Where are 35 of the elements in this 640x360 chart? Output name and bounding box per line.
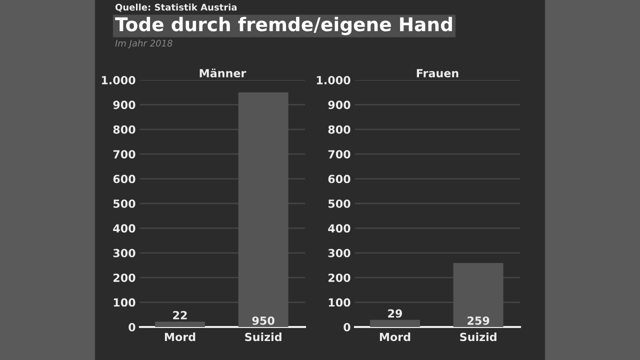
x-tick-label: Mord xyxy=(164,332,196,342)
text: Im Jahr 2018 xyxy=(115,40,172,48)
y-tick-label: 200 xyxy=(328,274,350,282)
text: Tode durch fremde/eigene Hand xyxy=(115,16,452,36)
y-tick-label: 300 xyxy=(328,248,350,258)
y-tick-label: 400 xyxy=(328,224,350,233)
y-tick-label: 800 xyxy=(328,125,350,134)
y-tick-label: 1.000 xyxy=(316,76,350,84)
x-tick-label: Suizid xyxy=(460,332,496,342)
chart-title: Männer xyxy=(200,68,246,78)
y-tick-label: 100 xyxy=(114,298,136,307)
x-tick-label: Suizid xyxy=(245,332,282,342)
y-tick-label: 800 xyxy=(113,125,136,134)
y-tick-label: 100 xyxy=(328,298,350,307)
y-tick-label: 1.000 xyxy=(102,76,136,84)
y-tick-label: 200 xyxy=(114,274,136,282)
y-tick-label: 0 xyxy=(344,322,350,332)
data-label: 29 xyxy=(388,309,402,318)
chart-title: Frauen xyxy=(416,69,458,78)
data-label: 259 xyxy=(468,316,490,325)
x-tick-label: Mord xyxy=(380,332,410,342)
source-note: Quelle: Statistik Austria xyxy=(115,4,237,12)
y-tick-label: 900 xyxy=(113,100,136,110)
y-tick-label: 400 xyxy=(113,224,136,233)
y-tick-label: 600 xyxy=(328,174,350,184)
y-tick-label: 700 xyxy=(113,150,136,158)
y-tick-label: 900 xyxy=(328,100,350,110)
y-tick-label: 600 xyxy=(113,174,136,184)
y-tick-label: 500 xyxy=(114,199,136,208)
y-tick-label: 700 xyxy=(328,150,350,158)
y-tick-label: 0 xyxy=(128,322,136,332)
data-label: 22 xyxy=(173,311,187,320)
y-tick-label: 300 xyxy=(113,248,136,258)
y-tick-label: 500 xyxy=(328,199,350,208)
data-label: 950 xyxy=(252,316,274,325)
